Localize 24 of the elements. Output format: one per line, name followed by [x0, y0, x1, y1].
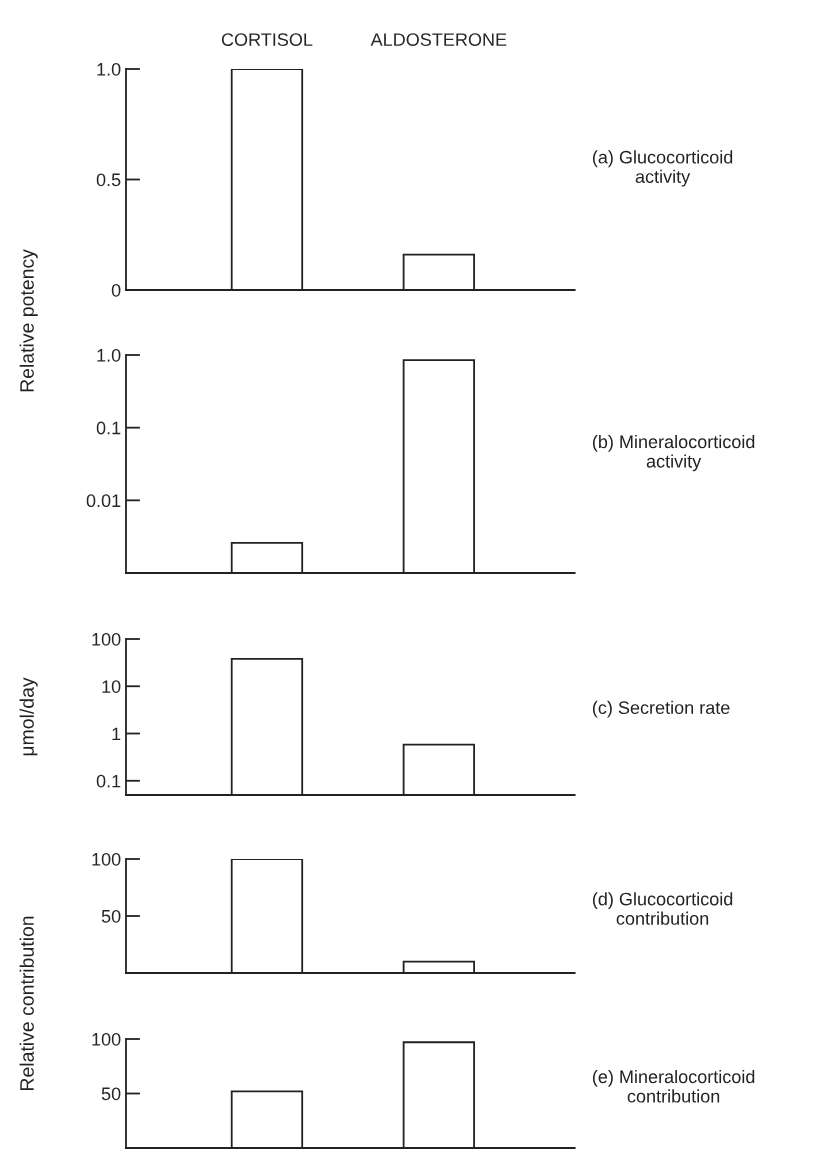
text: (e) Mineralocorticoid contribution [592, 1069, 755, 1103]
y-tick-label: 50 [101, 1087, 121, 1101]
y-tick-label: 100 [92, 1032, 121, 1046]
y-tick-label: 0.5 [96, 173, 121, 187]
y-tick-label: 10 [102, 680, 121, 693]
y-axis-title: μmol/day [19, 677, 38, 756]
y-tick-label: 0.01 [86, 494, 121, 508]
y-tick-label: 50 [101, 909, 121, 923]
x-tick-label: CORTISOL [221, 33, 313, 46]
y-axis-title: Relative contribution [19, 916, 34, 1090]
text: (b) Mineralocorticoid activity [592, 434, 755, 472]
y-axis-title: Relative potency [19, 249, 38, 392]
y-tick-label: 0.1 [96, 421, 121, 435]
y-tick-label: 1.0 [97, 62, 121, 76]
y-tick-label: 100 [92, 852, 121, 866]
y-tick-label: 1.0 [97, 348, 121, 362]
y-tick-label: 0.1 [96, 774, 121, 788]
y-tick-label: 100 [92, 632, 121, 646]
text: (a) Glucocorticoid activity [592, 150, 733, 187]
x-tick-label: ALDOSTERONE [370, 33, 507, 46]
y-tick-label: 1 [112, 727, 121, 741]
text: (d) Glucocorticoid contribution [592, 892, 733, 925]
y-tick-label: 0 [111, 283, 121, 297]
text: (c) Secretion rate [592, 700, 730, 718]
